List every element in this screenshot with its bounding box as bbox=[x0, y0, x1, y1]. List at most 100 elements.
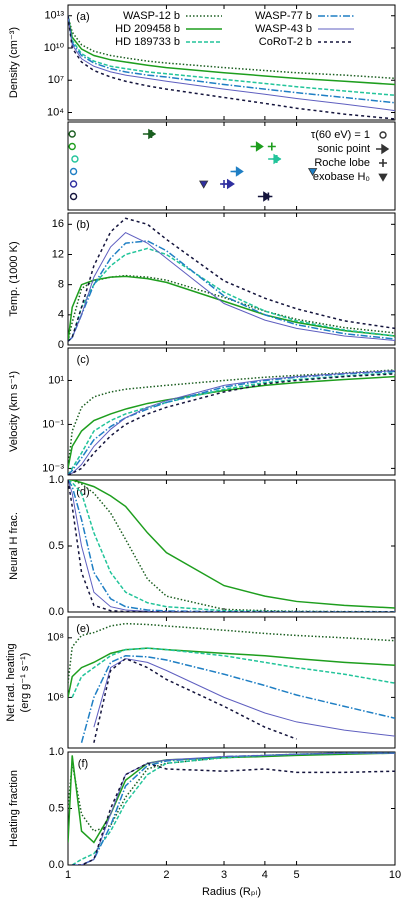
x-tick-label: 5 bbox=[294, 869, 300, 881]
panel-frame bbox=[67, 4, 396, 121]
legend-label: Roche lobe bbox=[314, 157, 370, 169]
y-tick-label: 1.0 bbox=[49, 746, 64, 758]
y-tick-label: 12 bbox=[52, 248, 64, 260]
x-axis-label: Radius (Rₚₗ) bbox=[202, 886, 261, 898]
series-line bbox=[68, 15, 395, 104]
y-axis-label: Density (cm⁻³) bbox=[8, 27, 20, 98]
x-tick-label: 4 bbox=[262, 869, 268, 881]
y-axis-label: (erg g⁻¹ s⁻¹) bbox=[19, 653, 31, 713]
y-tick-label: 0.5 bbox=[49, 540, 64, 552]
legend-symbol bbox=[376, 143, 390, 155]
legend-symbol bbox=[378, 173, 388, 182]
series-line bbox=[68, 217, 395, 342]
y-tick-label: 0.0 bbox=[49, 606, 64, 618]
panel-label: (d) bbox=[76, 486, 89, 498]
panel-frame bbox=[67, 616, 396, 749]
y-axis-label: Neural H frac. bbox=[8, 512, 20, 580]
y-tick-label: 10⁻¹ bbox=[42, 418, 64, 430]
series-line bbox=[68, 480, 395, 612]
series-line bbox=[72, 762, 395, 865]
y-tick-label: 0 bbox=[58, 339, 64, 351]
y-axis-label: Temp. (1000 K) bbox=[8, 241, 20, 316]
series-line bbox=[68, 369, 395, 469]
panel-label: (c) bbox=[77, 354, 90, 366]
series-line bbox=[80, 654, 395, 743]
y-tick-label: 10⁶ bbox=[47, 691, 64, 703]
series-line bbox=[68, 15, 395, 80]
y-tick-label: 16 bbox=[52, 218, 64, 230]
series-line bbox=[68, 274, 395, 342]
marker bbox=[68, 130, 76, 138]
marker bbox=[264, 192, 273, 201]
series-line bbox=[68, 370, 395, 475]
marker bbox=[250, 141, 264, 152]
marker bbox=[257, 191, 272, 202]
panel-frame bbox=[67, 121, 396, 211]
legend-label: HD 189733 b bbox=[115, 36, 180, 48]
legend-label: exobase H₀ bbox=[313, 171, 370, 183]
y-axis-label: Heating fraction bbox=[8, 770, 20, 847]
series-line bbox=[68, 240, 395, 342]
marker bbox=[307, 168, 318, 177]
x-tick-label: 2 bbox=[163, 869, 169, 881]
marker bbox=[267, 142, 276, 151]
marker bbox=[199, 180, 209, 189]
y-tick-label: 10⁸ bbox=[47, 632, 64, 644]
y-tick-label: 10¹³ bbox=[44, 10, 64, 22]
series-line bbox=[68, 15, 395, 120]
series-line bbox=[68, 15, 395, 112]
marker bbox=[272, 155, 281, 163]
x-tick-label: 1 bbox=[65, 869, 71, 881]
series-line bbox=[68, 752, 395, 832]
series-line bbox=[68, 15, 395, 97]
series-line bbox=[71, 647, 395, 698]
y-tick-label: 1.0 bbox=[49, 474, 64, 486]
series-line bbox=[72, 752, 395, 865]
y-axis-label: Velocity (km s⁻¹) bbox=[8, 371, 20, 452]
panel-label: (f) bbox=[78, 758, 88, 770]
legend-label: WASP-43 b bbox=[255, 23, 312, 35]
panel-frame bbox=[67, 212, 396, 346]
series-line bbox=[68, 480, 395, 612]
y-tick-label: 8 bbox=[58, 279, 64, 291]
y-tick-label: 4 bbox=[58, 309, 64, 321]
series-line bbox=[68, 647, 395, 698]
legend-label: HD 209458 b bbox=[115, 23, 180, 35]
y-tick-label: 10⁴ bbox=[47, 106, 64, 118]
panel-frame bbox=[67, 347, 396, 476]
series-line bbox=[68, 622, 395, 684]
marker bbox=[147, 130, 156, 138]
series-line bbox=[68, 375, 395, 469]
panel-label: (a) bbox=[76, 11, 89, 23]
y-tick-label: 0.0 bbox=[49, 859, 64, 871]
series-line bbox=[68, 247, 395, 342]
marker bbox=[71, 155, 79, 163]
series-line bbox=[68, 480, 395, 612]
panel-label: (e) bbox=[76, 623, 89, 635]
marker bbox=[69, 180, 78, 188]
marker bbox=[69, 192, 78, 201]
x-tick-label: 10 bbox=[389, 869, 401, 881]
y-tick-label: 0.5 bbox=[49, 802, 64, 814]
y-axis-label: Net rad. heating bbox=[5, 643, 17, 721]
marker bbox=[233, 167, 242, 176]
series-line bbox=[68, 480, 395, 609]
series-line bbox=[68, 370, 395, 475]
panel-label: (b) bbox=[76, 219, 89, 231]
series-line bbox=[71, 752, 395, 865]
y-tick-label: 10⁷ bbox=[48, 74, 64, 86]
y-tick-label: 10⁻³ bbox=[42, 462, 64, 474]
legend-symbol bbox=[379, 131, 387, 139]
legend-label: WASP-77 b bbox=[255, 10, 312, 22]
series-line bbox=[68, 15, 395, 86]
series-line bbox=[72, 752, 395, 865]
marker bbox=[68, 142, 76, 151]
legend-label: sonic point bbox=[317, 143, 370, 155]
series-line bbox=[93, 658, 395, 737]
series-line bbox=[68, 275, 395, 342]
marker bbox=[220, 180, 229, 188]
marker bbox=[69, 167, 78, 176]
y-tick-label: 10¹ bbox=[48, 374, 64, 386]
legend-label: WASP-12 b bbox=[123, 10, 180, 22]
